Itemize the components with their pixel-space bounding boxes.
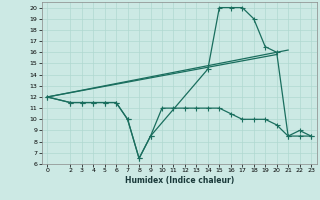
X-axis label: Humidex (Indice chaleur): Humidex (Indice chaleur) bbox=[124, 176, 234, 185]
